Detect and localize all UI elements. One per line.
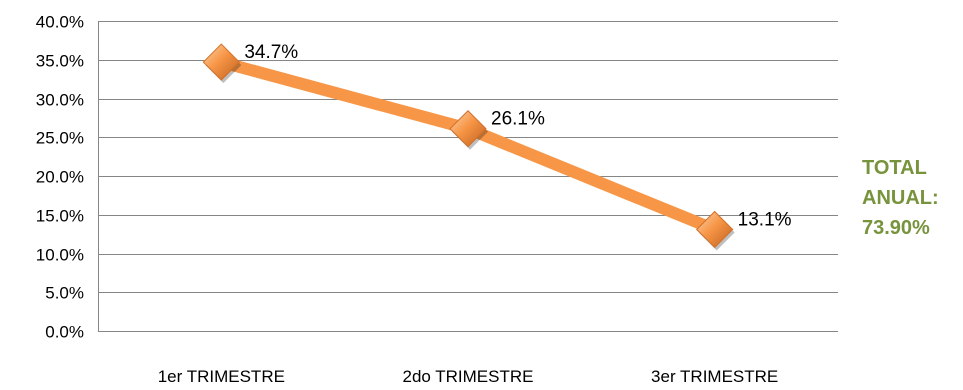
marker-layer xyxy=(202,43,735,251)
y-tick-label: 20.0% xyxy=(36,168,84,187)
total-label-line2: ANUAL: xyxy=(862,187,939,209)
x-tick-label: 3er TRIMESTRE xyxy=(651,367,778,385)
data-point-marker xyxy=(695,210,734,249)
total-annual-annotation: TOTAL ANUAL: 73.90% xyxy=(862,153,962,243)
x-tick-label: 1er TRIMESTRE xyxy=(158,367,285,385)
total-label-line1: TOTAL xyxy=(862,157,927,179)
y-tick-label: 5.0% xyxy=(45,284,84,303)
y-tick-label: 10.0% xyxy=(36,246,84,265)
y-axis-tick-labels: 0.0% 5.0% 10.0% 15.0% 20.0% 25.0% 30.0% 35.0% 40… xyxy=(36,13,84,342)
x-tick-label: 2do TRIMESTRE xyxy=(402,367,533,385)
y-tick-label: 40.0% xyxy=(36,13,84,32)
data-point-marker xyxy=(449,110,487,148)
data-label-layer: 34.7% 26.1% 13.1% xyxy=(244,42,791,230)
y-tick-label: 35.0% xyxy=(36,52,84,71)
y-tick-label: 15.0% xyxy=(36,207,84,226)
x-axis-tick-labels: 1er TRIMESTRE 2do TRIMESTRE 3er TRIMESTRE xyxy=(158,367,779,386)
total-value: 73.90% xyxy=(862,217,930,239)
y-tick-label: 0.0% xyxy=(45,323,84,342)
data-label: 34.7% xyxy=(244,42,298,63)
data-label: 13.1% xyxy=(738,209,792,230)
data-point-marker xyxy=(202,43,241,81)
y-tick-label: 25.0% xyxy=(36,129,84,148)
data-label: 26.1% xyxy=(491,109,545,130)
y-tick-label: 30.0% xyxy=(36,91,84,110)
